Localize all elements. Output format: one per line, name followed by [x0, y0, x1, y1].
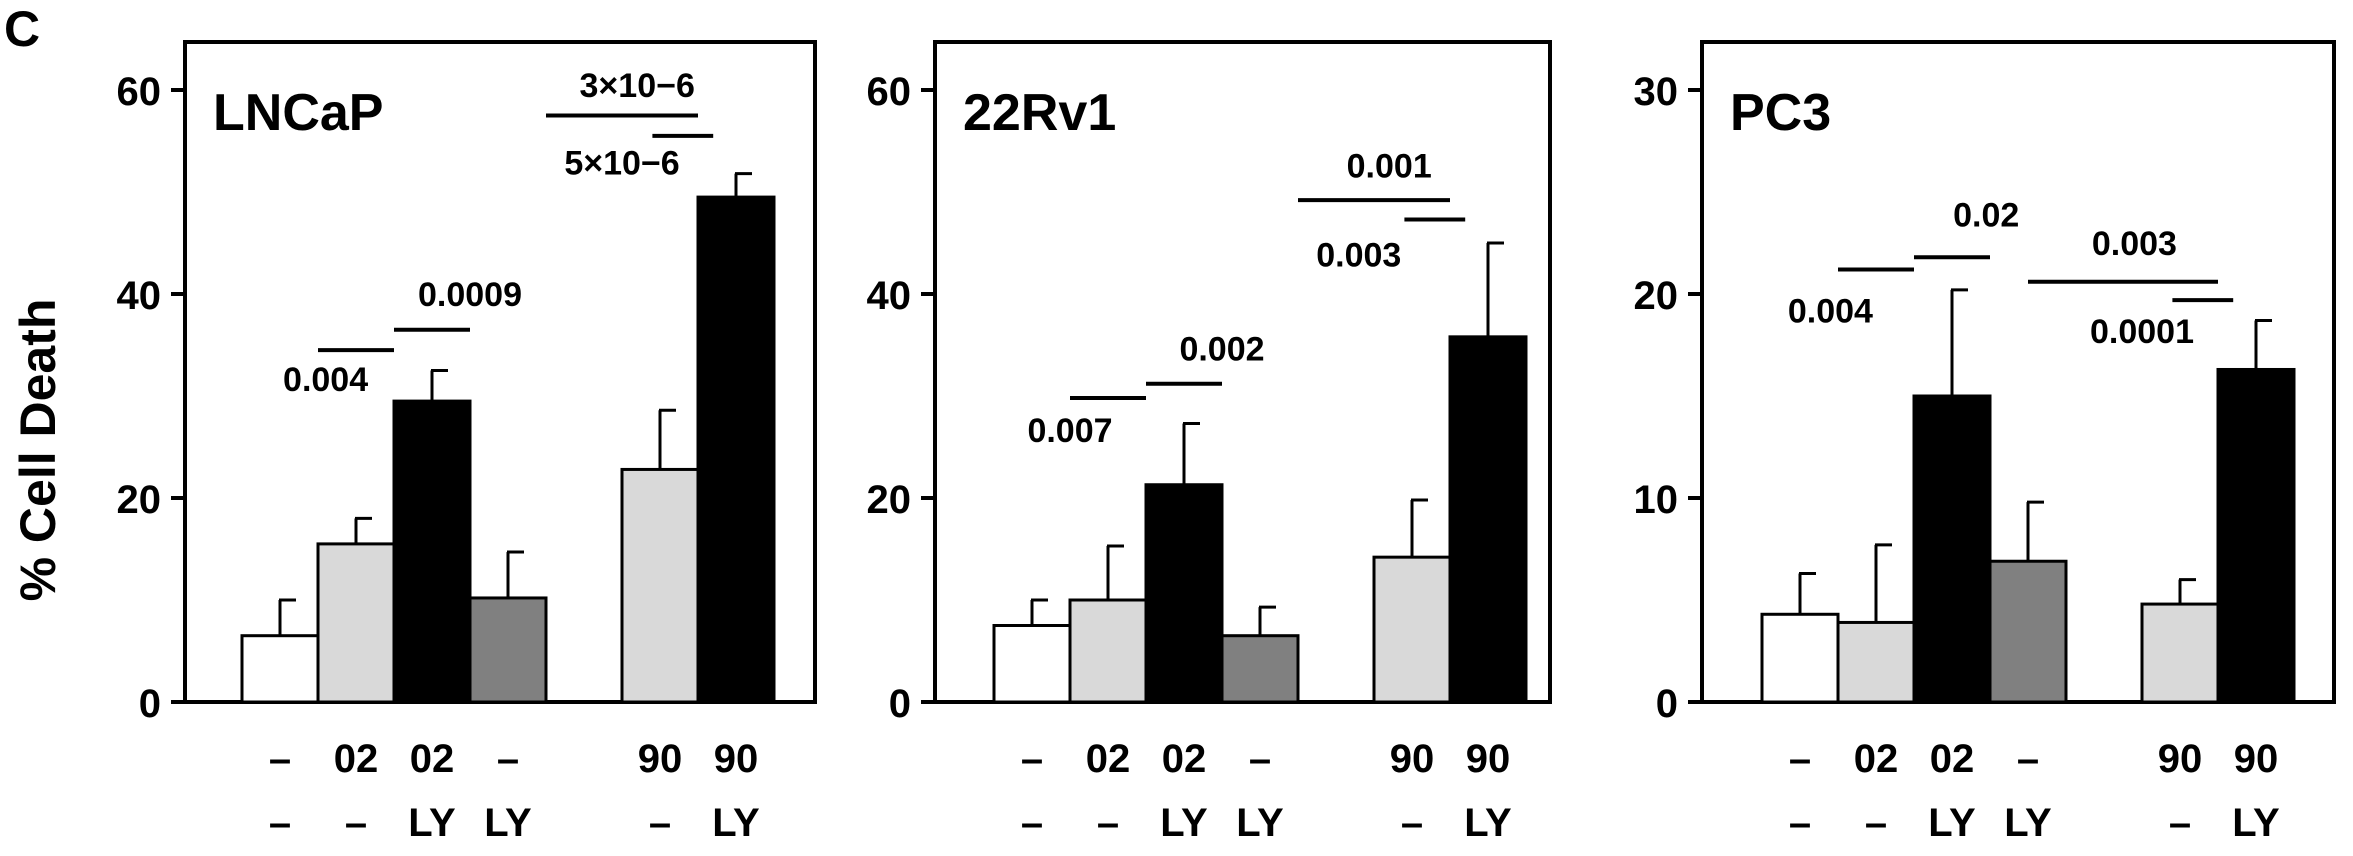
bar	[1372, 555, 1452, 704]
category-label-row1: 90	[2234, 737, 2279, 781]
category-label-row1: –	[269, 737, 291, 781]
bar	[1144, 483, 1224, 704]
chart-title: 22Rv1	[963, 84, 1116, 142]
bar	[696, 195, 776, 704]
category-label-row1: 02	[1086, 737, 1131, 781]
bar	[468, 596, 548, 704]
category-label-row2: LY	[712, 801, 760, 845]
category-label-row2: –	[1021, 801, 1043, 845]
y-tick-label: 40	[867, 274, 912, 318]
p-value-label: 0.004	[1788, 293, 1873, 331]
p-value-label: 0.001	[1347, 148, 1432, 186]
category-label-row2: –	[2169, 801, 2191, 845]
bar	[2140, 602, 2220, 704]
p-value-label: 0.003	[1316, 236, 1401, 274]
p-value-label: 0.003	[2092, 225, 2177, 263]
bar	[1760, 612, 1840, 704]
bar	[1220, 634, 1300, 704]
y-tick-label: 20	[1634, 274, 1679, 318]
y-tick-label: 0	[889, 682, 911, 726]
bar	[1068, 598, 1148, 704]
y-tick-label: 10	[1634, 478, 1679, 522]
y-tick-label: 60	[867, 70, 912, 114]
category-label-row1: 02	[334, 737, 379, 781]
chart-title: LNCaP	[213, 84, 383, 142]
category-label-row2: LY	[1928, 801, 1976, 845]
bar	[316, 542, 396, 704]
category-label-row1: 90	[714, 737, 759, 781]
panel-label: C	[4, 1, 40, 57]
category-label-row2: LY	[2232, 801, 2280, 845]
y-tick-label: 30	[1634, 70, 1679, 114]
chart-title: PC3	[1730, 84, 1831, 142]
category-label-row1: 90	[1390, 737, 1435, 781]
y-tick-label: 20	[867, 478, 912, 522]
p-value-label: 0.004	[283, 361, 368, 399]
category-label-row1: 02	[1162, 737, 1207, 781]
category-label-row2: LY	[484, 801, 532, 845]
bar	[1448, 335, 1528, 704]
bar	[620, 467, 700, 704]
y-tick-label: 40	[117, 274, 162, 318]
category-label-row1: 02	[1854, 737, 1899, 781]
category-label-row1: –	[497, 737, 519, 781]
p-value-label: 0.0001	[2090, 313, 2194, 351]
category-label-row1: –	[1789, 737, 1811, 781]
y-tick-label: 0	[1656, 682, 1678, 726]
p-value-label: 3×10−6	[580, 67, 695, 105]
category-label-row1: 90	[638, 737, 683, 781]
bar	[1836, 620, 1916, 704]
category-label-row2: LY	[1160, 801, 1208, 845]
y-tick-label: 60	[117, 70, 162, 114]
category-label-row1: –	[2017, 737, 2039, 781]
category-label-row2: LY	[1464, 801, 1512, 845]
category-label-row2: –	[1401, 801, 1423, 845]
p-value-label: 5×10−6	[564, 145, 679, 183]
bar	[992, 624, 1072, 704]
category-label-row2: –	[1789, 801, 1811, 845]
category-label-row1: 02	[1930, 737, 1975, 781]
bar	[2216, 367, 2296, 704]
bar	[1988, 559, 2068, 704]
bar	[392, 399, 472, 704]
category-label-row2: –	[649, 801, 671, 845]
category-label-row2: LY	[2004, 801, 2052, 845]
bar	[240, 634, 320, 704]
p-value-label: 0.002	[1179, 330, 1264, 368]
p-value-label: 0.007	[1027, 412, 1112, 450]
category-label-row1: 02	[410, 737, 455, 781]
category-label-row1: –	[1021, 737, 1043, 781]
y-tick-label: 20	[117, 478, 162, 522]
y-tick-label: 0	[139, 682, 161, 726]
category-label-row1: 90	[1466, 737, 1511, 781]
category-label-row2: –	[1865, 801, 1887, 845]
category-label-row2: –	[269, 801, 291, 845]
category-label-row2: LY	[408, 801, 456, 845]
category-label-row1: 90	[2158, 737, 2203, 781]
category-label-row2: LY	[1236, 801, 1284, 845]
category-label-row2: –	[345, 801, 367, 845]
p-value-label: 0.02	[1953, 197, 2019, 235]
y-axis-label: % Cell Death	[10, 299, 66, 602]
category-label-row2: –	[1097, 801, 1119, 845]
bar	[1912, 394, 1992, 704]
p-value-label: 0.0009	[418, 276, 522, 314]
category-label-row1: –	[1249, 737, 1271, 781]
